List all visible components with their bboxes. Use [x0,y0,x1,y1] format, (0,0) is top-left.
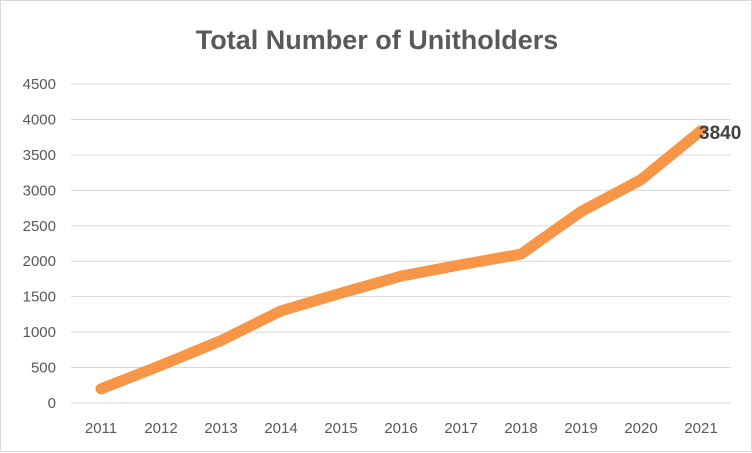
data-point [160,364,162,366]
series-line [95,125,707,395]
gridlines [71,83,731,404]
x-tick-label: 2019 [564,420,597,437]
data-point [700,130,702,132]
data-point [100,388,102,390]
data-point [640,179,642,181]
x-axis-tick-labels: 2011 2012 2013 2014 2015 2016 2017 2018 2019 2020… [85,420,718,437]
y-tick-label: 1000 [23,324,56,341]
y-tick-label: 4000 [23,111,56,128]
x-tick-label: 2017 [444,420,477,437]
x-tick-label: 2011 [85,420,117,437]
x-tick-label: 2014 [264,420,297,437]
x-tick-label: 2020 [624,420,657,437]
y-axis-tick-labels: 0 500 1000 1500 2000 2500 3000 3500 4000 4500 [23,76,56,412]
x-tick-label: 2018 [504,420,537,437]
y-tick-label: 2500 [23,218,56,235]
data-labels: 3840 [699,123,741,144]
y-tick-label: 3500 [23,147,56,164]
series-lines [95,125,707,395]
y-tick-label: 4500 [23,76,56,93]
chart-title: Total Number of Unitholders [196,25,559,55]
data-point [460,264,462,266]
data-point [280,310,282,312]
data-point [340,292,342,294]
data-point [220,340,222,342]
data-point [520,253,522,255]
y-tick-label: 1500 [23,289,56,306]
data-point [400,275,402,277]
y-tick-label: 500 [31,360,56,377]
x-tick-label: 2012 [144,420,177,437]
x-tick-label: 2016 [384,420,417,437]
data-point [580,211,582,213]
x-tick-label: 2021 [684,420,717,437]
y-tick-label: 2000 [23,253,56,270]
y-tick-label: 3000 [23,182,56,199]
x-tick-label: 2015 [324,420,357,437]
x-tick-label: 2013 [204,420,237,437]
y-tick-label: 0 [48,395,56,412]
data-label: 3840 [699,123,741,144]
